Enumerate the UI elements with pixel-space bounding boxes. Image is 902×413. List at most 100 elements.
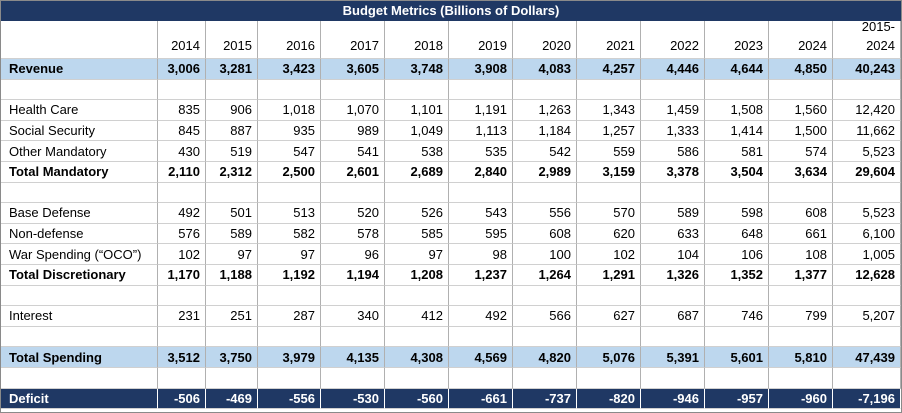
value-cell: -661: [449, 388, 513, 410]
value-cell: -737: [513, 388, 577, 410]
row-label: Health Care: [1, 100, 158, 121]
value-cell: 538: [385, 141, 449, 162]
row-label: Interest: [1, 306, 158, 327]
value-cell: -7,196: [833, 388, 901, 410]
value-cell: 3,512: [158, 347, 206, 368]
blank-cell: [705, 285, 769, 307]
blank-cell: [258, 285, 321, 307]
value-cell: 543: [449, 203, 513, 224]
value-cell: 102: [158, 244, 206, 265]
value-cell: 1,500: [769, 120, 833, 142]
row-label: Total Spending: [1, 347, 158, 368]
value-cell: 585: [385, 223, 449, 245]
blank-cell: [769, 368, 833, 389]
value-cell: 97: [258, 244, 321, 265]
blank-cell: [258, 326, 321, 348]
blank-cell: [833, 368, 901, 389]
value-cell: 1,101: [385, 100, 449, 121]
value-cell: 4,644: [705, 59, 769, 80]
value-cell: -506: [158, 388, 206, 410]
blank-cell: [1, 285, 158, 307]
value-cell: 648: [705, 223, 769, 245]
blank-cell: [321, 182, 385, 204]
value-cell: 1,192: [258, 265, 321, 286]
value-cell: 608: [769, 203, 833, 224]
blank-cell: [321, 79, 385, 101]
value-cell: 2,312: [206, 162, 258, 183]
column-header: 2015- 2024: [833, 19, 901, 59]
blank-cell: [385, 326, 449, 348]
value-cell: 1,049: [385, 120, 449, 142]
value-cell: 661: [769, 223, 833, 245]
value-cell: 1,263: [513, 100, 577, 121]
blank-cell: [449, 368, 513, 389]
value-cell: 1,560: [769, 100, 833, 121]
value-cell: 4,135: [321, 347, 385, 368]
value-cell: 97: [385, 244, 449, 265]
value-cell: 1,070: [321, 100, 385, 121]
blank-cell: [385, 182, 449, 204]
value-cell: 5,523: [833, 203, 901, 224]
value-cell: 633: [641, 223, 705, 245]
value-cell: 4,308: [385, 347, 449, 368]
value-cell: 1,333: [641, 120, 705, 142]
value-cell: 29,604: [833, 162, 901, 183]
value-cell: 5,601: [705, 347, 769, 368]
value-cell: 3,748: [385, 59, 449, 80]
blank-cell: [577, 79, 641, 101]
blank-cell: [449, 79, 513, 101]
value-cell: 2,601: [321, 162, 385, 183]
column-header: 2015: [206, 21, 258, 59]
blank-cell: [321, 285, 385, 307]
value-cell: 5,391: [641, 347, 705, 368]
blank-cell: [705, 326, 769, 348]
value-cell: 5,207: [833, 306, 901, 327]
value-cell: 1,018: [258, 100, 321, 121]
value-cell: 5,810: [769, 347, 833, 368]
value-cell: 2,840: [449, 162, 513, 183]
value-cell: 104: [641, 244, 705, 265]
value-cell: 576: [158, 223, 206, 245]
value-cell: 1,170: [158, 265, 206, 286]
value-cell: 1,188: [206, 265, 258, 286]
column-header: 2022: [641, 21, 705, 59]
value-cell: 1,264: [513, 265, 577, 286]
blank-cell: [158, 368, 206, 389]
value-cell: 608: [513, 223, 577, 245]
value-cell: 519: [206, 141, 258, 162]
value-cell: 4,820: [513, 347, 577, 368]
value-cell: 1,005: [833, 244, 901, 265]
value-cell: 492: [158, 203, 206, 224]
value-cell: 513: [258, 203, 321, 224]
value-cell: 12,420: [833, 100, 901, 121]
blank-cell: [577, 368, 641, 389]
blank-cell: [206, 368, 258, 389]
blank-cell: [641, 368, 705, 389]
value-cell: 586: [641, 141, 705, 162]
value-cell: 3,281: [206, 59, 258, 80]
blank-cell: [158, 79, 206, 101]
column-header: 2016: [258, 21, 321, 59]
value-cell: 578: [321, 223, 385, 245]
value-cell: -469: [206, 388, 258, 410]
value-cell: 3,979: [258, 347, 321, 368]
blank-cell: [449, 285, 513, 307]
value-cell: 430: [158, 141, 206, 162]
value-cell: 1,237: [449, 265, 513, 286]
column-header: 2014: [158, 21, 206, 59]
blank-cell: [833, 285, 901, 307]
value-cell: 5,523: [833, 141, 901, 162]
blank-cell: [833, 79, 901, 101]
value-cell: 1,343: [577, 100, 641, 121]
value-cell: 5,076: [577, 347, 641, 368]
blank-cell: [769, 79, 833, 101]
value-cell: 935: [258, 120, 321, 142]
value-cell: 1,184: [513, 120, 577, 142]
blank-cell: [385, 285, 449, 307]
blank-cell: [641, 79, 705, 101]
value-cell: 547: [258, 141, 321, 162]
value-cell: 412: [385, 306, 449, 327]
value-cell: 108: [769, 244, 833, 265]
value-cell: 598: [705, 203, 769, 224]
